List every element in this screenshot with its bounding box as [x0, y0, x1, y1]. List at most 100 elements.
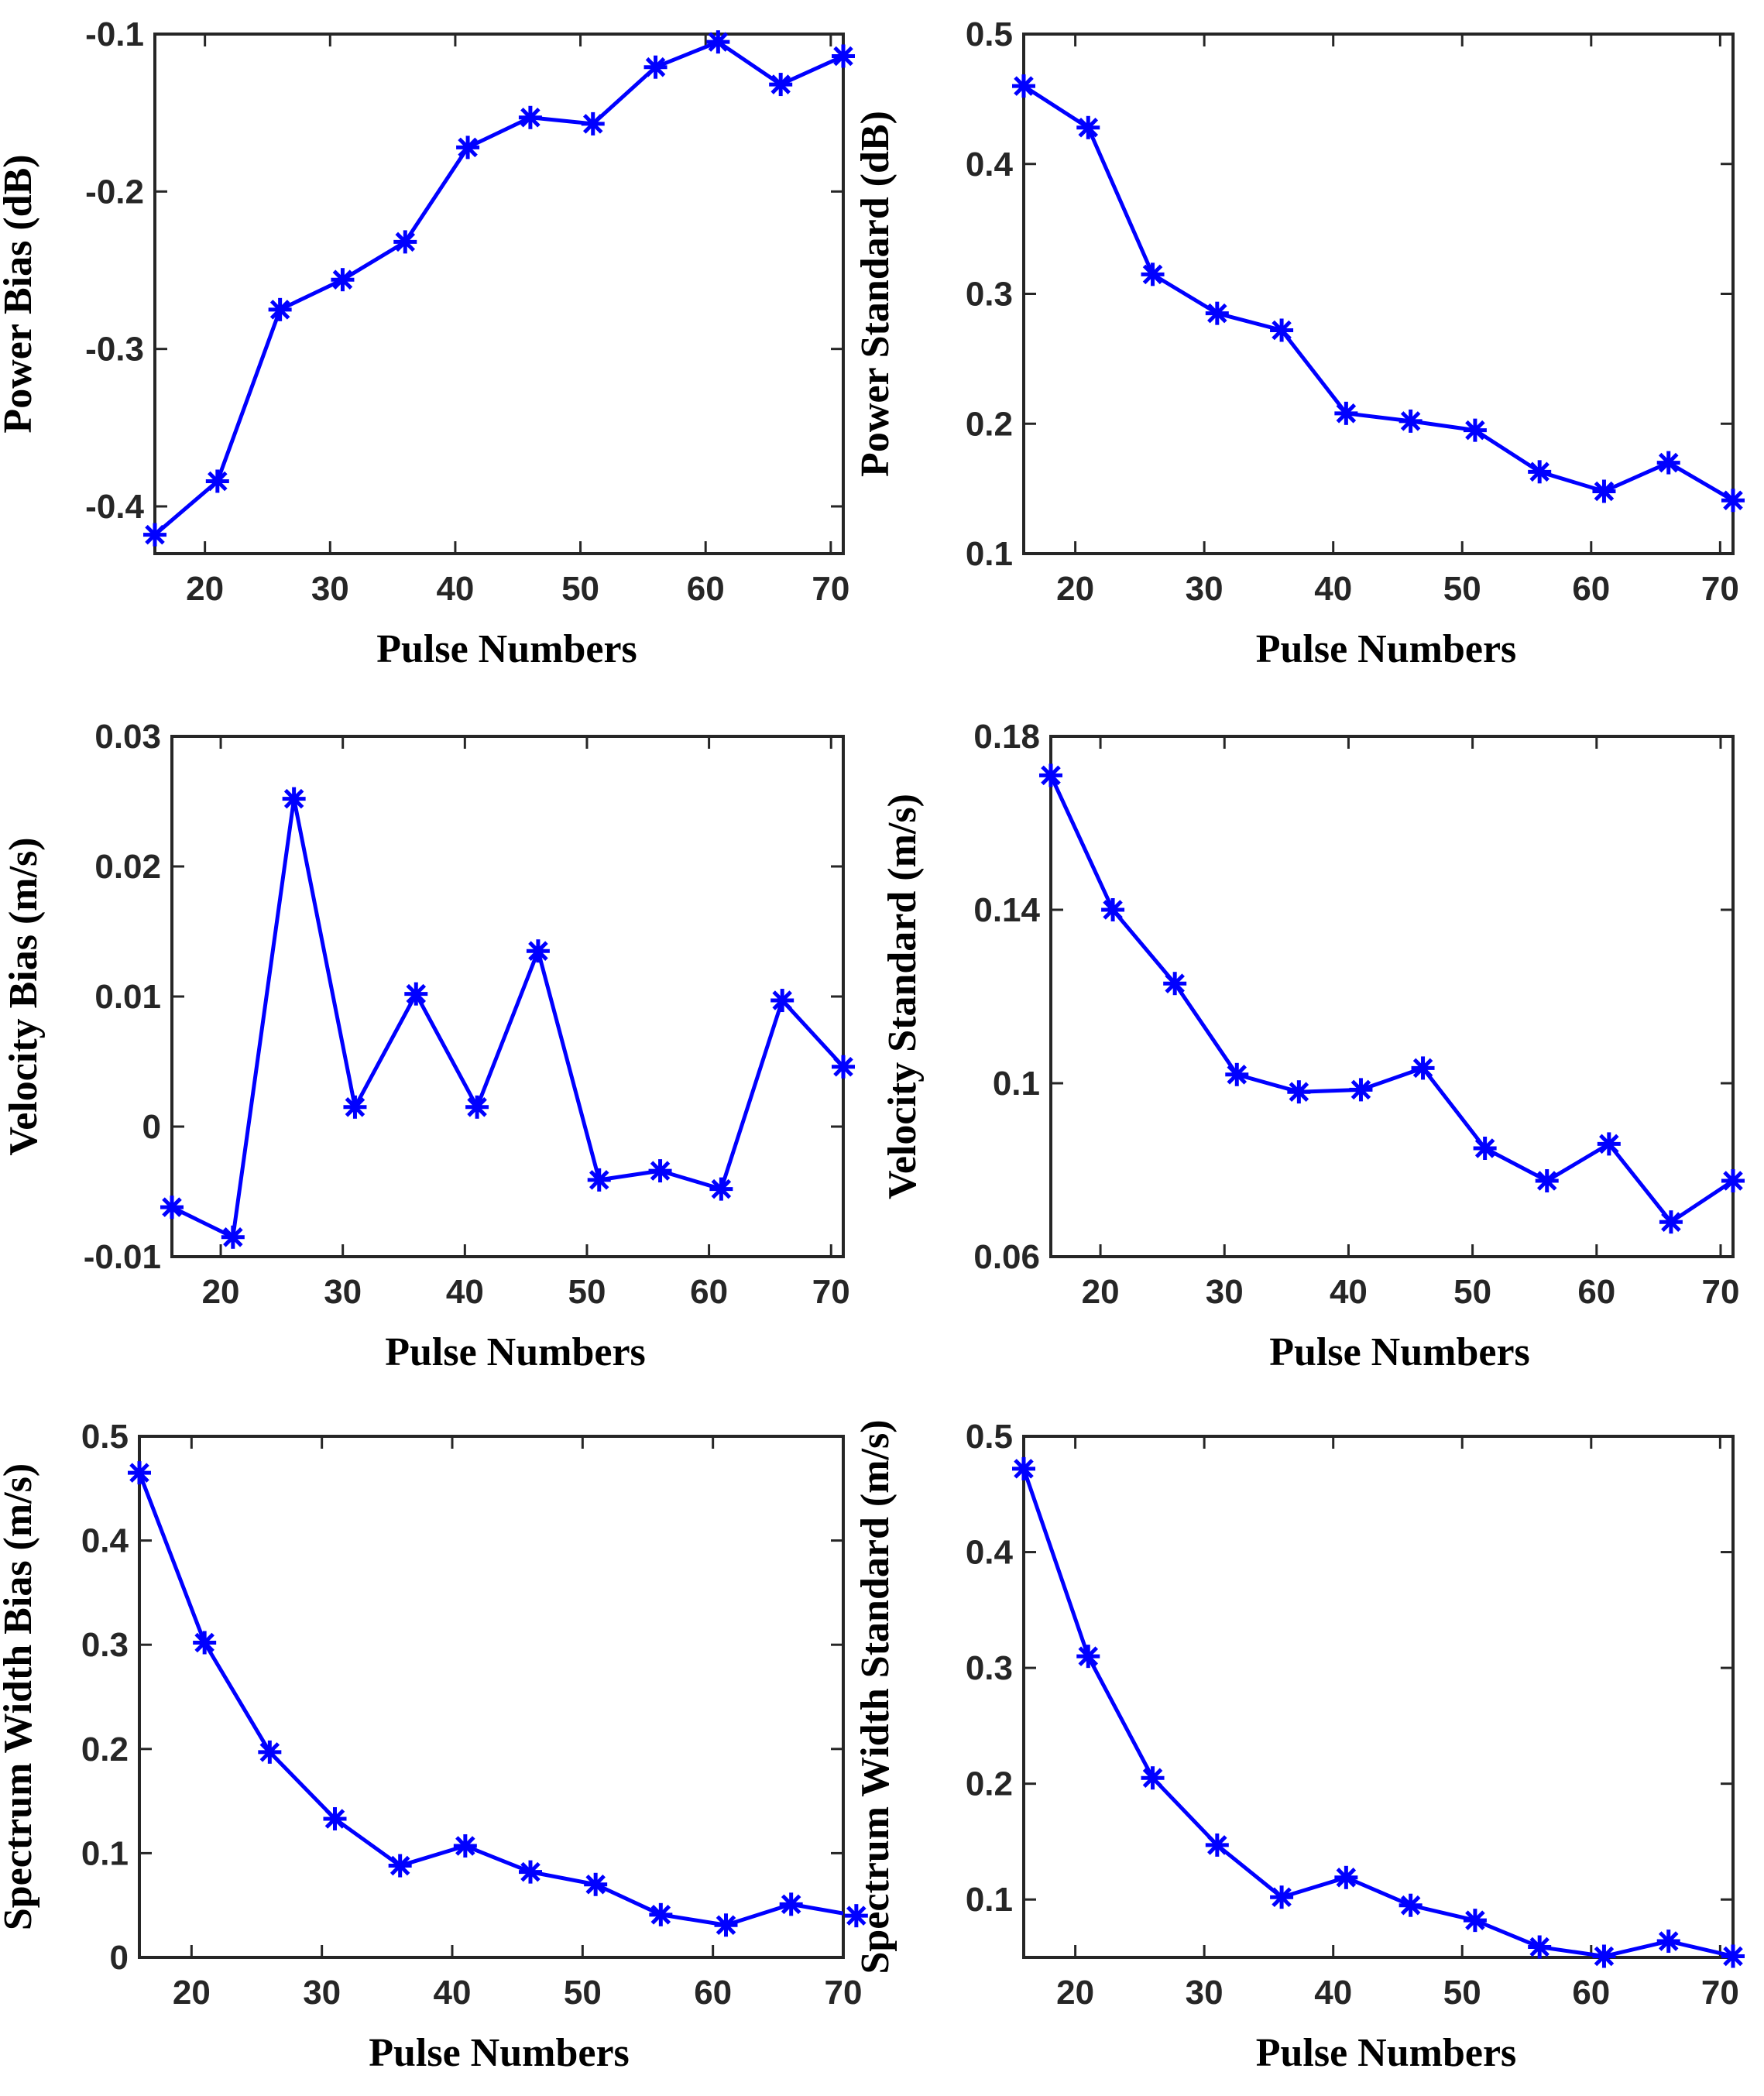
data-point	[160, 1196, 184, 1220]
series-line	[1024, 1468, 1733, 1957]
y-tick-label: -0.4	[85, 488, 144, 526]
x-tick-label: 40	[446, 1273, 484, 1311]
data-point	[1592, 479, 1616, 503]
data-point	[193, 1631, 217, 1655]
x-tick-label: 30	[1186, 1974, 1223, 2012]
x-axis-label: Pulse Numbers	[1256, 2031, 1517, 2075]
y-tick-label: 0.2	[81, 1731, 129, 1768]
y-tick-label: 0.03	[94, 718, 161, 756]
series-line	[172, 797, 843, 1240]
y-tick-label: -0.2	[85, 173, 144, 211]
y-tick-label: 0.5	[966, 15, 1013, 53]
series-line	[155, 39, 843, 537]
plot-frame	[1049, 735, 1735, 1258]
data-point	[709, 1177, 733, 1201]
x-tick-label: 40	[1314, 1974, 1352, 2012]
y-axis-label: Power Standard (dB)	[853, 111, 897, 477]
y-tick-label: 0.14	[973, 891, 1040, 929]
data-point	[1528, 1935, 1552, 1959]
x-tick-label: 50	[1453, 1273, 1491, 1311]
data-point	[1334, 401, 1358, 425]
data-point	[844, 1904, 868, 1928]
y-tick-label: 0.06	[973, 1238, 1040, 1276]
y-tick-label: 0.3	[966, 276, 1013, 314]
data-point	[519, 1860, 542, 1884]
data-point	[205, 469, 229, 493]
data-point	[1659, 1210, 1683, 1234]
x-tick-label: 30	[311, 570, 349, 608]
y-axis-label: Spectrum Width Standard (m/s)	[853, 1419, 897, 1974]
x-axis-label: Pulse Numbers	[1269, 1330, 1530, 1374]
data-point	[581, 111, 605, 136]
data-point	[1349, 1078, 1373, 1102]
data-point	[518, 105, 542, 129]
data-point	[282, 787, 306, 811]
y-tick-label: 0.18	[973, 718, 1040, 756]
data-point	[268, 297, 292, 321]
data-point	[769, 73, 793, 97]
y-axis-label: Spectrum Width Bias (m/s)	[0, 1463, 40, 1930]
x-tick-label: 70	[812, 570, 849, 608]
x-tick-label: 20	[1082, 1273, 1120, 1311]
x-tick-label: 20	[186, 570, 224, 608]
y-tick-label: 0.3	[966, 1649, 1013, 1687]
data-point	[1597, 1132, 1621, 1156]
y-tick-label: -0.01	[84, 1238, 161, 1276]
series-line	[1024, 84, 1733, 503]
data-point	[832, 44, 855, 68]
x-tick-label: 50	[1443, 570, 1481, 608]
x-tick-label: 40	[434, 1974, 472, 2012]
y-tick-label: 0.2	[966, 1765, 1013, 1803]
x-axis-label: Pulse Numbers	[385, 1330, 646, 1374]
y-tick-label: 0.4	[966, 146, 1014, 184]
data-point	[1411, 1056, 1435, 1080]
data-point	[832, 1055, 855, 1079]
y-tick-label: 0.1	[966, 1881, 1013, 1919]
x-tick-label: 30	[1206, 1273, 1244, 1311]
chart-panel-3: 20 30 40 50 60 70 -0.01 0 0.01 0.02 0.03 Pulse Numb…	[2, 718, 855, 1374]
x-tick-label: 30	[1186, 570, 1223, 608]
data-point	[388, 1854, 412, 1878]
data-point	[1076, 115, 1100, 139]
data-point	[258, 1740, 282, 1764]
data-point	[643, 55, 668, 79]
data-point	[1012, 1456, 1035, 1480]
y-tick-label: 0.5	[81, 1418, 129, 1456]
data-point	[706, 30, 730, 54]
x-tick-label: 60	[1572, 1974, 1610, 2012]
plot-frame	[1022, 1435, 1735, 1959]
data-point	[1399, 409, 1423, 433]
x-tick-label: 70	[1701, 1974, 1739, 2012]
data-point	[1101, 898, 1125, 921]
data-point	[221, 1225, 245, 1249]
data-point	[1721, 489, 1745, 513]
y-axis-label: Velocity Standard (m/s)	[880, 794, 925, 1199]
x-axis-label: Pulse Numbers	[1256, 627, 1517, 671]
x-tick-label: 20	[173, 1974, 211, 2012]
x-tick-label: 50	[1443, 1974, 1481, 2012]
y-tick-label: 0.5	[966, 1418, 1013, 1456]
y-axis-label: Velocity Bias (m/s)	[2, 837, 46, 1155]
data-point	[1205, 301, 1229, 325]
chart-panel-5: 20 30 40 50 60 70 0 0.1 0.2 0.3 0.4 0.5 Pulse Number…	[0, 1418, 868, 2075]
data-point	[1270, 318, 1294, 342]
data-point	[1012, 74, 1035, 98]
data-point	[456, 136, 480, 160]
data-point	[1287, 1080, 1311, 1104]
data-point	[453, 1834, 477, 1858]
data-point	[584, 1872, 608, 1896]
data-point	[649, 1902, 673, 1926]
data-point	[1076, 1645, 1100, 1669]
chart-panel-6: 20 30 40 50 60 70 0.1 0.2 0.3 0.4 0.5 Pulse Numbers…	[853, 1418, 1745, 2075]
data-point	[128, 1461, 151, 1485]
data-point	[343, 1095, 367, 1119]
y-tick-label: 0.2	[966, 405, 1013, 443]
x-tick-label: 50	[564, 1974, 602, 2012]
y-tick-label: 0.1	[966, 535, 1013, 573]
x-tick-label: 30	[303, 1974, 341, 2012]
x-tick-label: 20	[1056, 1974, 1094, 2012]
data-point	[1528, 460, 1552, 484]
plot-frame	[138, 1435, 845, 1959]
